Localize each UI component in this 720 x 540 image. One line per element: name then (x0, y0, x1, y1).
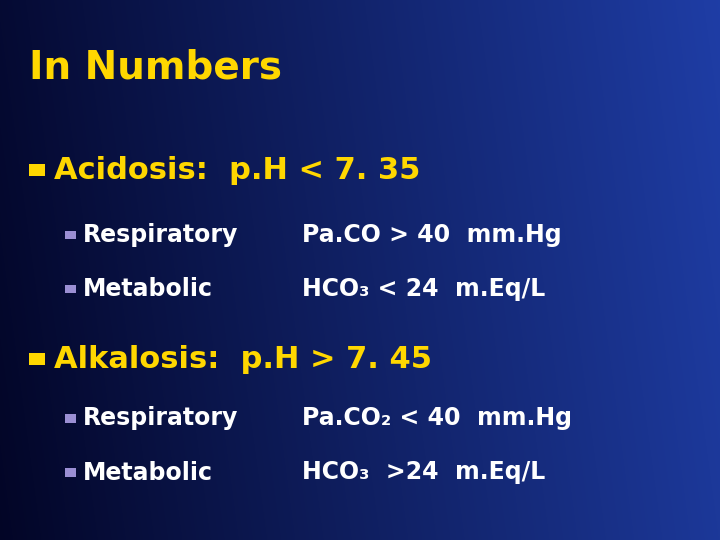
Bar (65, 231, 76, 239)
Bar (29, 353, 45, 365)
Text: Metabolic: Metabolic (83, 277, 213, 301)
Text: HCO₃ < 24  m.Eq/L: HCO₃ < 24 m.Eq/L (302, 277, 546, 301)
Text: In Numbers: In Numbers (29, 49, 282, 86)
Text: Respiratory: Respiratory (83, 223, 238, 247)
Text: Pa.CO₂ < 40  mm.Hg: Pa.CO₂ < 40 mm.Hg (302, 407, 572, 430)
Bar (65, 415, 76, 422)
Text: Acidosis:  p.H < 7. 35: Acidosis: p.H < 7. 35 (54, 156, 420, 185)
Text: Metabolic: Metabolic (83, 461, 213, 484)
Text: HCO₃  >24  m.Eq/L: HCO₃ >24 m.Eq/L (302, 461, 546, 484)
Text: Pa.CO > 40  mm.Hg: Pa.CO > 40 mm.Hg (302, 223, 562, 247)
Text: Alkalosis:  p.H > 7. 45: Alkalosis: p.H > 7. 45 (54, 345, 432, 374)
Bar (65, 285, 76, 293)
Bar (29, 164, 45, 176)
Bar (65, 468, 76, 477)
Text: Respiratory: Respiratory (83, 407, 238, 430)
